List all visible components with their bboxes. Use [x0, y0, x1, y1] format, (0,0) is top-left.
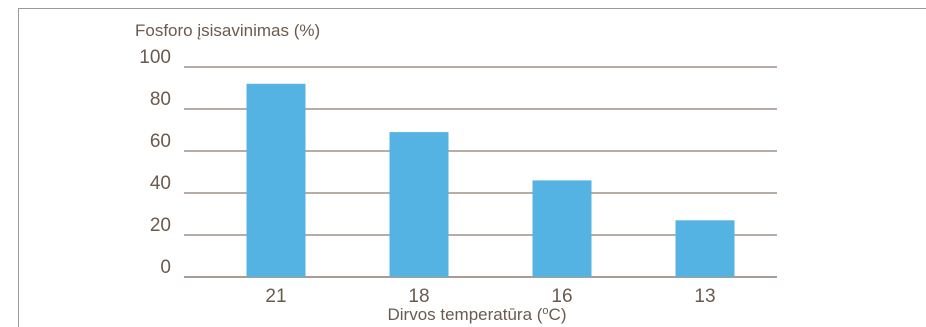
bars: [246, 83, 735, 277]
x-tick-label: 13: [694, 286, 715, 307]
y-tick-label: 60: [150, 131, 171, 152]
x-tick-labels: 21 18 16 13: [265, 286, 715, 307]
y-tick-label: 80: [150, 89, 171, 110]
frame-top-border: [18, 8, 926, 9]
y-tick-label: 20: [150, 215, 171, 236]
bar-21: [246, 83, 306, 277]
y-tick-label: 40: [150, 173, 171, 194]
bar-16: [532, 180, 592, 277]
bar-13: [675, 220, 735, 277]
x-tick-label: 18: [408, 286, 429, 307]
x-tick-label: 21: [265, 286, 286, 307]
x-axis-title: Dirvos temperatūra (oC): [387, 305, 566, 324]
frame-left-border: [18, 8, 19, 327]
y-tick-labels: 0 20 40 60 80 100: [139, 47, 171, 278]
x-axis-title-main: Dirvos temperatūra (: [387, 305, 542, 324]
x-tick-label: 16: [551, 286, 572, 307]
y-tick-label: 0: [160, 257, 171, 278]
y-axis-title: Fosforo įsisavinimas (%): [135, 21, 320, 40]
bar-18: [389, 132, 449, 277]
y-tick-label: 100: [139, 47, 171, 68]
x-axis-title-unit: C): [549, 305, 567, 324]
x-axis-title-superscript: o: [542, 305, 548, 317]
